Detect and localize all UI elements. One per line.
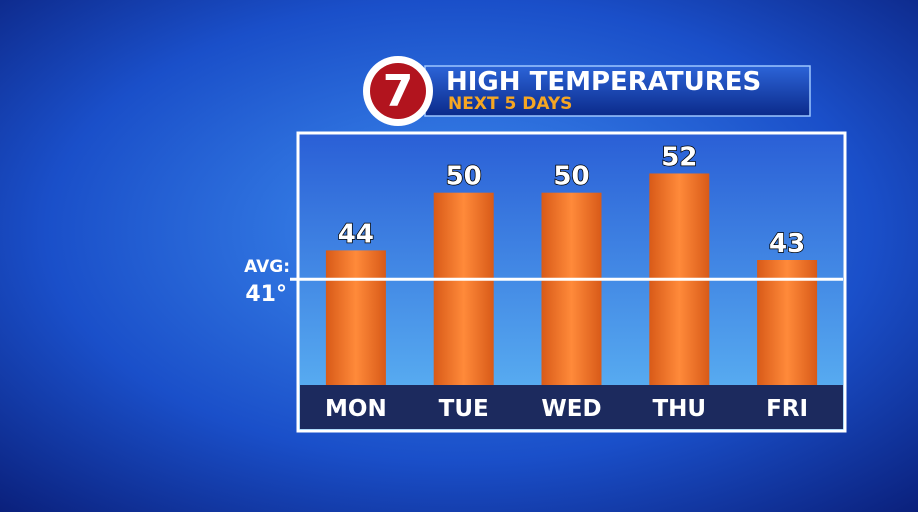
x-tick-label: WED <box>541 396 601 422</box>
value-label: 52 <box>661 142 697 172</box>
bar <box>433 192 494 385</box>
avg-value-label: 41° <box>245 282 287 307</box>
logo-disc <box>370 63 426 119</box>
bar <box>541 192 602 385</box>
chart-title: HIGH TEMPERATURES <box>446 67 761 97</box>
day-band <box>300 385 843 429</box>
value-label: 50 <box>553 162 589 192</box>
x-tick-label: THU <box>652 396 706 422</box>
logo-text: 7 <box>383 66 414 117</box>
value-label: 50 <box>446 162 482 192</box>
value-label: 43 <box>769 229 805 259</box>
x-tick-label: TUE <box>439 396 489 422</box>
avg-label: AVG: <box>244 257 290 277</box>
x-tick-label: MON <box>325 396 387 422</box>
chart-subtitle: NEXT 5 DAYS <box>448 94 572 114</box>
value-label: 44 <box>338 219 374 249</box>
bar <box>757 260 818 385</box>
bar <box>325 250 386 385</box>
x-tick-label: FRI <box>766 396 808 422</box>
